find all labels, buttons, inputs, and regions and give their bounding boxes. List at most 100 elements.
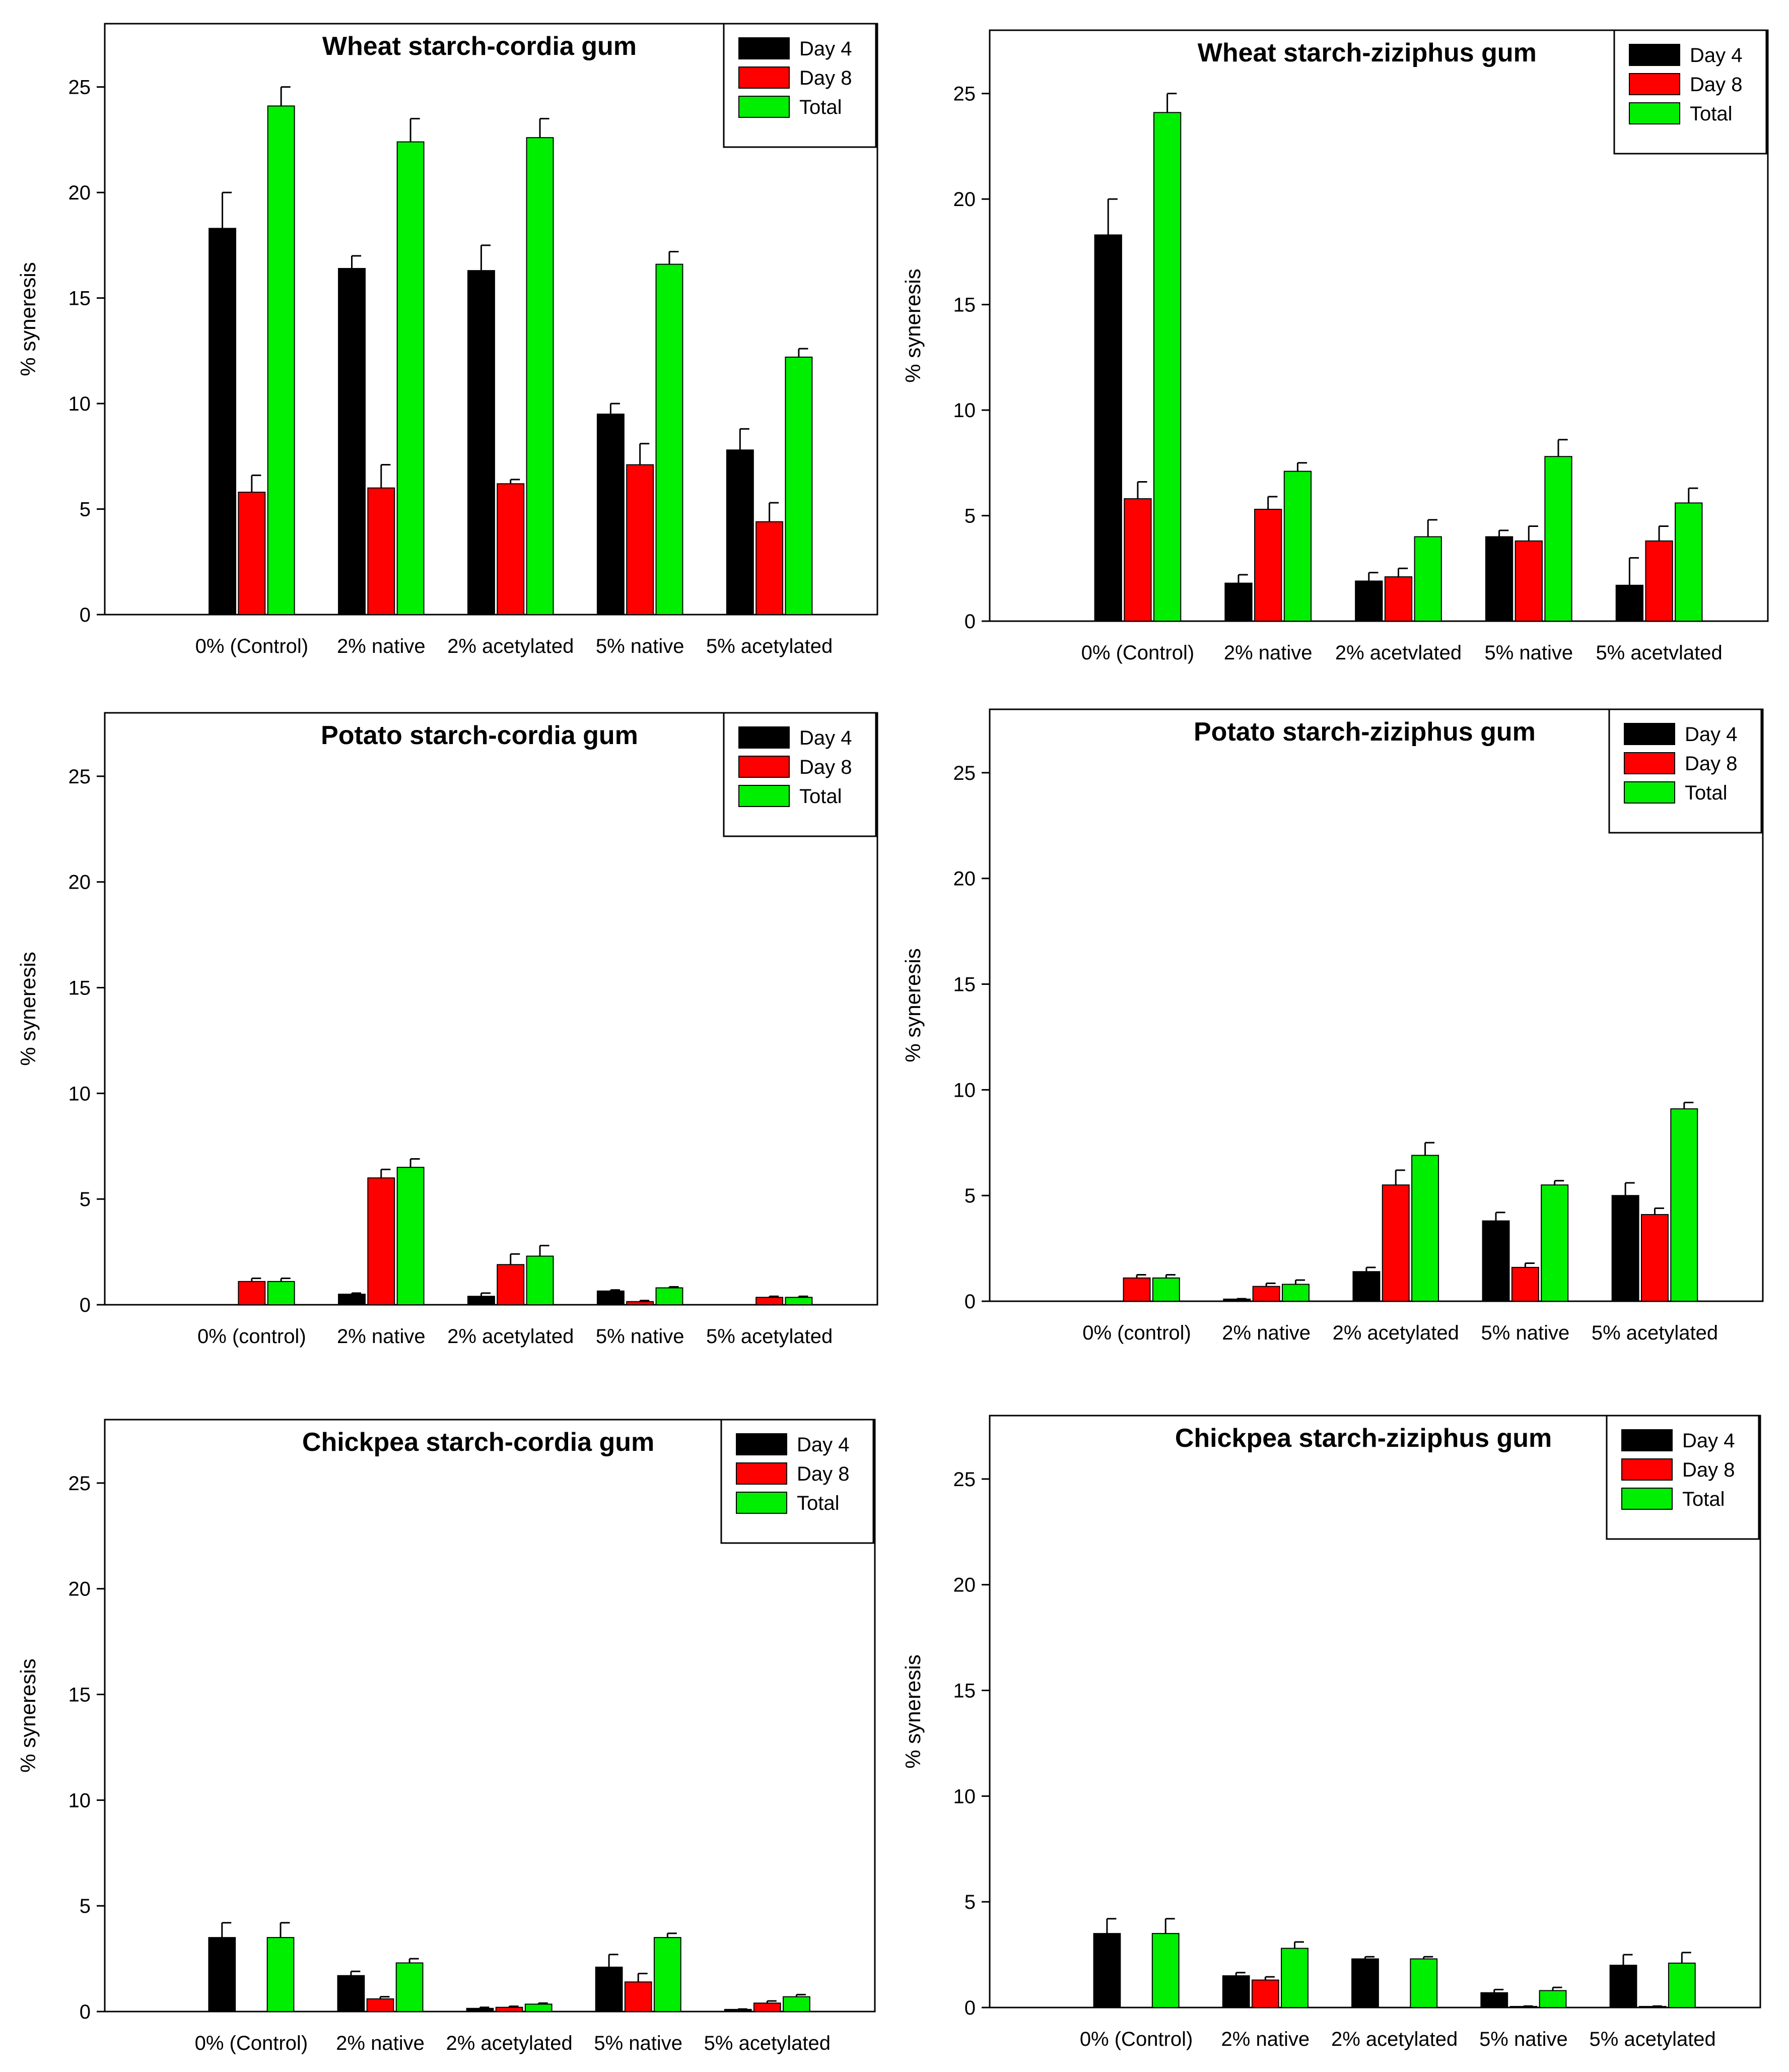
y-axis-label: % syneresis: [16, 262, 40, 376]
bar-day-8: [497, 1264, 525, 1305]
legend: Day 4 Day 8 Total: [1613, 29, 1767, 155]
bar-day-4: [1355, 580, 1383, 622]
chart-panel-3: 0 5 10 15 20 25 % syneresis 0% (control) 2% nati…: [16, 712, 878, 1348]
legend-swatch-total: [738, 96, 790, 118]
bar-total: [785, 1297, 813, 1305]
bar-total: [526, 1255, 554, 1306]
y-tick-label: 25: [953, 83, 976, 105]
legend-swatch-day-8: [738, 66, 790, 89]
y-tick-label: 10: [68, 393, 91, 415]
y-axis-label: % syneresis: [901, 948, 925, 1062]
bar-day-8: [626, 464, 654, 616]
legend-swatch-day-4: [1629, 44, 1680, 66]
legend-swatch-day-8: [736, 1462, 787, 1485]
legend: Day 4 Day 8 Total: [720, 1419, 874, 1544]
bar-total: [783, 1996, 810, 2012]
x-category-label: 5% acetvlated: [1596, 642, 1722, 664]
bar-total: [395, 1962, 424, 2013]
x-category-label: 2% native: [337, 635, 426, 657]
legend-label: Total: [1685, 782, 1728, 804]
x-category-label: 2% acetylated: [446, 2032, 572, 2054]
x-category-label: 5% acetylated: [1590, 2028, 1716, 2050]
y-tick-label: 10: [68, 1083, 91, 1105]
x-category-label: 0% (Control): [1080, 2028, 1193, 2050]
y-tick-label: 20: [68, 1578, 91, 1600]
legend: Day 4 Day 8 Total: [1608, 708, 1762, 834]
y-tick-label: 5: [965, 1185, 976, 1207]
bar-total: [524, 2003, 553, 2012]
y-tick-label: 5: [80, 1188, 91, 1211]
bar-total: [1675, 502, 1703, 622]
x-category-label: 5% native: [596, 1325, 684, 1348]
bar-day-4: [1615, 584, 1644, 622]
y-tick-label: 0: [80, 1294, 91, 1316]
legend-label: Day 8: [1685, 753, 1738, 775]
legend-swatch-day-8: [1629, 73, 1680, 95]
bar-total: [653, 1937, 681, 2012]
bar-total: [1152, 1277, 1180, 1302]
y-tick-label: 15: [953, 1680, 976, 1702]
y-tick-label: 0: [80, 2001, 91, 2023]
y-tick-label: 15: [68, 1684, 91, 1706]
legend-label: Day 8: [797, 1463, 850, 1485]
x-category-label: 0% (Control): [195, 635, 309, 657]
y-tick-label: 15: [953, 974, 976, 996]
bar-total: [526, 137, 554, 615]
bar-day-4: [595, 1966, 623, 2012]
bar-day-8: [1384, 576, 1413, 622]
x-category-label: 5% native: [1479, 2028, 1568, 2050]
x-category-label: 5% native: [596, 635, 684, 657]
chart-panel-6: 0 5 10 15 20 25 % syneresis 0% (Control) 2% nati…: [901, 1415, 1761, 2050]
bar-day-8: [1641, 1214, 1669, 1302]
x-category-label: 2% native: [1221, 2028, 1310, 2050]
chart-panel-4: 0 5 10 15 20 25 % syneresis 0% (control) 2% nati…: [901, 708, 1764, 1344]
x-category-label: 5% acetylated: [706, 635, 833, 657]
y-tick-label: 20: [953, 1574, 976, 1596]
chart-title: Chickpea starch-cordia gum: [302, 1428, 654, 1457]
bar-total: [1283, 471, 1312, 622]
bar-day-4: [208, 1937, 236, 2012]
x-category-label: 2% native: [336, 2032, 425, 2054]
legend-label: Day 8: [1690, 74, 1743, 96]
bar-total: [1281, 1284, 1310, 1302]
bar-total: [267, 1281, 295, 1306]
y-tick-label: 0: [965, 1291, 976, 1313]
y-tick-label: 15: [68, 288, 91, 310]
y-tick-label: 0: [965, 1997, 976, 2019]
x-category-label: 5% native: [594, 2032, 682, 2054]
y-tick-label: 5: [965, 505, 976, 527]
legend-swatch-total: [738, 785, 790, 807]
bar-day-8: [238, 1281, 266, 1306]
chart-title: Potato starch-cordia gum: [321, 721, 638, 750]
x-category-label: 5% acetylated: [706, 1325, 833, 1348]
bar-total: [1411, 1155, 1439, 1302]
legend-label: Total: [1682, 1488, 1725, 1510]
bar-day-4: [338, 1294, 366, 1305]
y-tick-label: 20: [953, 868, 976, 890]
bar-day-8: [626, 1301, 654, 1305]
legend-swatch-day-8: [738, 756, 790, 778]
x-category-label: 2% acetvlated: [1335, 642, 1462, 664]
bar-day-4: [1094, 234, 1122, 622]
legend-swatch-total: [736, 1492, 787, 1514]
bar-day-8: [1123, 1277, 1151, 1302]
x-category-label: 0% (control): [1082, 1322, 1191, 1344]
legend-swatch-total: [1629, 102, 1680, 124]
legend-label: Total: [799, 785, 842, 808]
bar-day-4: [467, 270, 495, 615]
y-tick-label: 25: [68, 77, 91, 99]
bar-day-4: [466, 2008, 494, 2012]
bar-day-4: [1224, 582, 1253, 622]
legend-label: Day 4: [1690, 44, 1743, 66]
bar-total: [655, 1287, 683, 1305]
x-category-label: 2% acetylated: [1333, 1322, 1459, 1344]
legend: Day 4 Day 8 Total: [723, 23, 877, 148]
legend-label: Total: [1690, 103, 1733, 125]
y-tick-label: 25: [68, 1473, 91, 1495]
y-tick-label: 10: [953, 1785, 976, 1808]
chart-title: Potato starch-ziziphus gum: [1194, 717, 1536, 747]
legend-swatch-day-8: [1621, 1458, 1673, 1481]
bar-total: [655, 263, 683, 615]
legend-label: Day 4: [799, 727, 852, 749]
y-tick-label: 20: [68, 182, 91, 204]
